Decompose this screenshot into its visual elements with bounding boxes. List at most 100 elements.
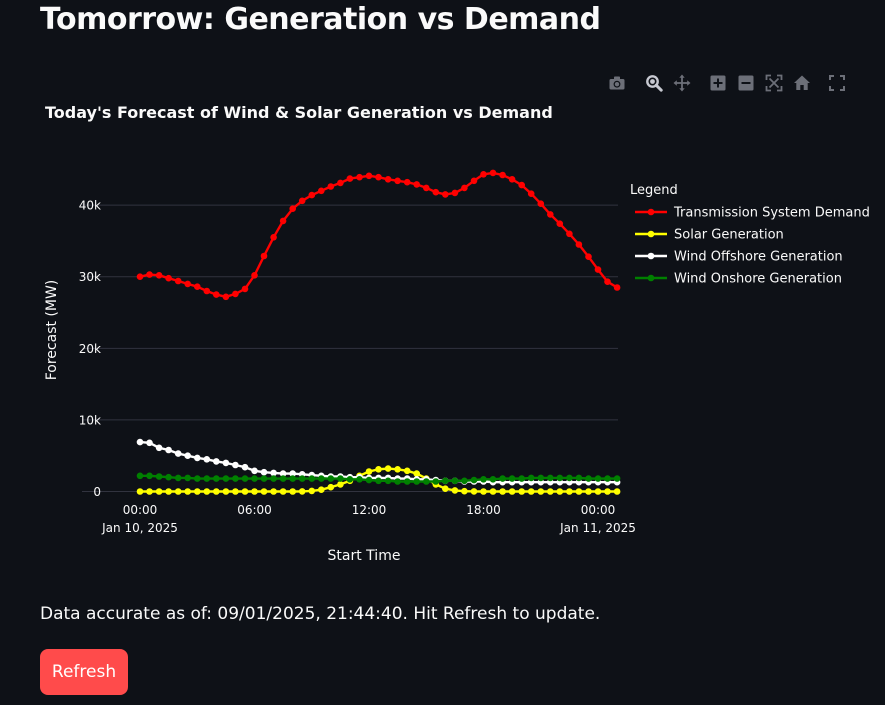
data-point	[403, 178, 411, 186]
data-point	[289, 205, 297, 212]
data-point	[232, 475, 239, 482]
data-point	[613, 488, 621, 495]
legend-swatch-marker	[647, 230, 655, 238]
refresh-button[interactable]: Refresh	[40, 649, 128, 695]
x-axis-title: Start Time	[328, 548, 401, 564]
data-point	[194, 475, 201, 482]
data-point	[194, 488, 201, 495]
zoom-icon[interactable]	[643, 72, 665, 94]
legend-item-label: Wind Onshore Generation	[674, 272, 842, 287]
data-point	[461, 477, 468, 485]
series-wind-onshore-generation	[136, 472, 621, 485]
data-point	[480, 488, 487, 495]
data-point	[556, 220, 564, 227]
pan-icon[interactable]	[671, 72, 693, 94]
data-point	[174, 474, 182, 482]
data-point	[270, 475, 277, 482]
data-point	[461, 184, 468, 192]
data-point	[604, 475, 611, 482]
data-point	[594, 266, 602, 273]
data-point	[174, 277, 182, 285]
data-point	[222, 459, 230, 467]
data-point	[575, 474, 583, 482]
data-point	[251, 272, 258, 279]
legend: Legend Transmission System Demand Solar Ge…	[630, 183, 870, 287]
data-point	[442, 477, 449, 485]
data-point	[155, 473, 163, 480]
fullscreen-icon[interactable]	[826, 72, 848, 94]
page-title: Tomorrow: Generation vs Demand	[40, 2, 601, 37]
data-point	[365, 172, 373, 180]
data-accuracy-status: Data accurate as of: 09/01/2025, 21:44:4…	[40, 604, 601, 624]
data-point	[270, 488, 277, 495]
data-point	[613, 475, 621, 482]
data-point	[279, 217, 287, 225]
data-point	[518, 475, 525, 482]
data-point	[289, 470, 297, 477]
data-point	[508, 475, 516, 482]
data-point	[480, 476, 487, 483]
legend-title: Legend	[630, 183, 678, 198]
x-tick-label: 12:00	[352, 503, 387, 517]
data-point	[556, 488, 564, 495]
data-point	[413, 181, 421, 188]
zoom-out-icon[interactable]	[735, 72, 757, 94]
data-point	[213, 488, 220, 495]
data-point	[451, 477, 459, 485]
forecast-chart: Today's Forecast of Wind & Solar Generat…	[44, 103, 870, 564]
data-point	[423, 184, 430, 192]
series-solar-generation	[136, 465, 621, 495]
data-point	[566, 230, 573, 238]
data-point	[480, 171, 487, 178]
data-point	[146, 488, 153, 495]
x-tick-label: 00:00	[581, 503, 616, 517]
data-point	[375, 466, 382, 473]
data-point	[279, 475, 287, 482]
data-point	[146, 439, 153, 447]
data-point	[165, 488, 172, 495]
data-point	[442, 485, 449, 493]
data-point	[270, 234, 277, 241]
data-point	[470, 488, 478, 495]
data-point	[213, 458, 220, 465]
data-point	[499, 171, 506, 179]
data-point	[318, 486, 325, 494]
home-icon[interactable]	[791, 72, 813, 94]
legend-item-label: Wind Offshore Generation	[674, 250, 843, 265]
data-point	[451, 487, 459, 494]
data-point	[508, 488, 516, 495]
data-point	[251, 488, 258, 495]
data-point	[298, 475, 306, 482]
data-point	[566, 488, 573, 495]
data-point	[260, 488, 268, 495]
data-point	[384, 477, 392, 485]
camera-icon[interactable]	[606, 72, 628, 94]
data-point	[260, 252, 268, 260]
data-point	[203, 287, 211, 295]
data-point	[213, 475, 220, 482]
data-point	[232, 290, 239, 298]
autoscale-icon[interactable]	[763, 72, 785, 94]
data-point	[604, 488, 611, 495]
zoom-in-icon[interactable]	[707, 72, 729, 94]
data-point	[470, 476, 478, 484]
x-tick-label: 18:00	[466, 503, 501, 517]
data-point	[413, 470, 421, 477]
y-tick-label: 10k	[79, 413, 101, 427]
legend-item-label: Transmission System Demand	[673, 206, 870, 221]
legend-swatch-marker	[647, 274, 655, 282]
data-point	[346, 476, 354, 483]
data-point	[165, 446, 172, 454]
data-point	[384, 465, 392, 472]
chart-title: Today's Forecast of Wind & Solar Generat…	[45, 103, 553, 122]
data-point	[184, 452, 191, 460]
data-point	[585, 475, 592, 482]
data-point	[423, 478, 430, 485]
x-tick-label: 00:00	[123, 503, 158, 517]
data-point	[184, 474, 191, 482]
data-point	[566, 474, 573, 482]
data-point	[613, 284, 621, 291]
data-point	[442, 191, 449, 198]
data-point	[499, 475, 506, 482]
data-point	[499, 488, 506, 495]
